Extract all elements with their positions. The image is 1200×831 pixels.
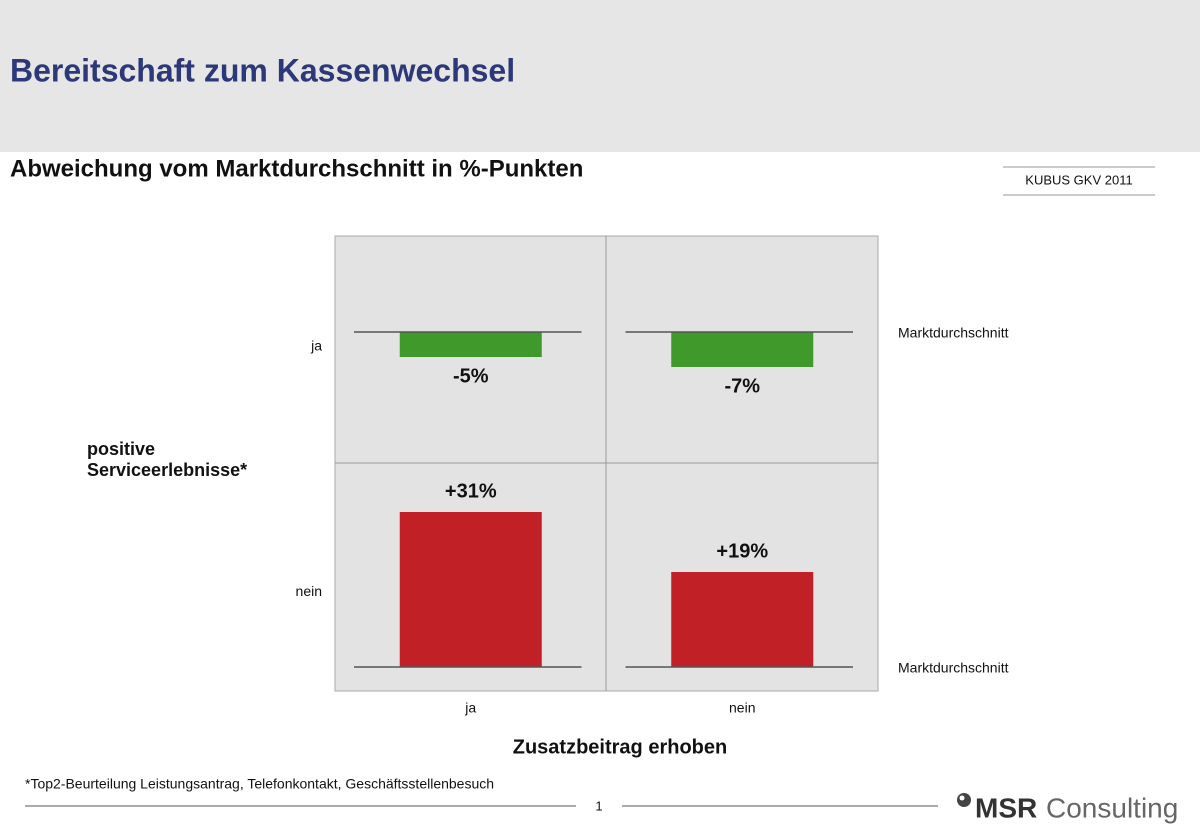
logo-bold: MSR (975, 792, 1037, 823)
value-label: +19% (716, 540, 768, 562)
x-axis-label: Zusatzbeitrag erhoben (513, 736, 727, 758)
chart-title: Abweichung vom Marktdurchschnitt in %-Pu… (10, 155, 583, 182)
page-number: 1 (595, 798, 602, 813)
logo-icon (957, 793, 971, 807)
x-tick-label: nein (729, 700, 755, 716)
value-label: -7% (724, 375, 760, 397)
baseline-label: Marktdurchschnitt (898, 325, 1009, 341)
y-axis-label: positive (87, 439, 155, 459)
y-tick-label: ja (310, 337, 322, 353)
slide-title: Bereitschaft zum Kassenwechsel (10, 52, 515, 88)
footnote: *Top2-Beurteilung Leistungsantrag, Telef… (25, 776, 494, 792)
bar (671, 332, 814, 367)
bar (671, 572, 814, 667)
y-axis-label: Serviceerlebnisse* (87, 460, 247, 480)
baseline-label: Marktdurchschnitt (898, 660, 1009, 676)
header-band (0, 0, 1200, 152)
value-label: +31% (445, 480, 497, 502)
bar (399, 332, 542, 357)
value-label: -5% (453, 365, 489, 387)
logo-icon (959, 795, 965, 801)
source: KUBUS GKV 2011 (1025, 172, 1132, 187)
bar (399, 512, 542, 667)
logo-text: Consulting (1046, 792, 1178, 823)
y-tick-label: nein (296, 583, 322, 599)
x-tick-label: ja (464, 700, 476, 716)
